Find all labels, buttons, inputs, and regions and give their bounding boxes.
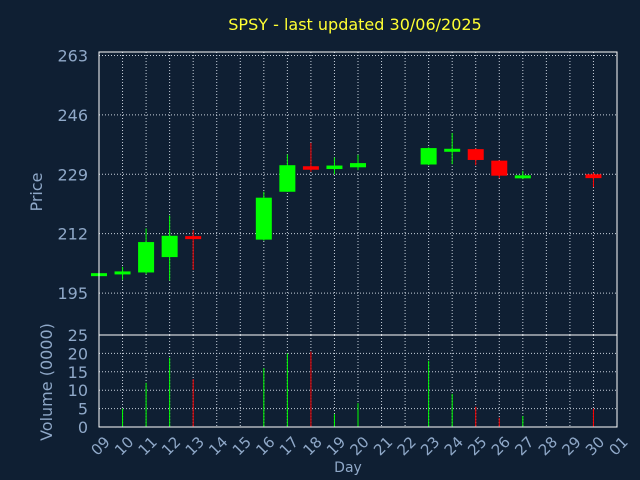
candle-body <box>585 174 602 179</box>
candle-body <box>326 165 343 170</box>
candle-body <box>255 197 272 240</box>
candle-body <box>491 160 508 176</box>
volume-axis-title: Volume (0000) <box>37 323 56 441</box>
price-tick-label: 263 <box>57 46 88 65</box>
candle-body <box>185 236 202 240</box>
volume-tick-label: 15 <box>68 363 88 382</box>
candle-body <box>138 242 155 273</box>
candle-body <box>279 165 296 192</box>
price-axis-title: Price <box>27 172 46 211</box>
candle-body <box>444 148 461 152</box>
candle-body <box>514 175 531 179</box>
price-tick-label: 229 <box>57 165 88 184</box>
volume-tick-label: 25 <box>68 326 88 345</box>
candle-body <box>161 235 178 258</box>
price-tick-label: 246 <box>57 106 88 125</box>
candle-body <box>350 163 366 168</box>
volume-frame <box>98 334 618 428</box>
price-panel: 195 212 229 246 263 <box>57 46 618 336</box>
x-axis-title: Day <box>334 460 362 476</box>
candle-body <box>114 271 131 275</box>
candle-body <box>302 166 319 170</box>
x-axis: 0910111213141516171819202122232425262728… <box>88 433 632 459</box>
candle-body <box>420 148 437 165</box>
chart-title: SPSY - last updated 30/06/2025 <box>228 15 481 34</box>
volume-tick-label: 10 <box>68 381 88 400</box>
volume-tick-label: 5 <box>78 400 88 419</box>
candle-body <box>467 149 484 160</box>
price-tick-label: 212 <box>57 225 88 244</box>
price-tick-label: 195 <box>57 284 88 303</box>
volume-tick-label: 20 <box>68 344 88 363</box>
volume-tick-label: 0 <box>78 418 88 437</box>
